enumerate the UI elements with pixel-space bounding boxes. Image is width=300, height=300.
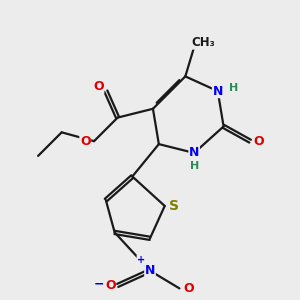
Text: N: N (145, 264, 155, 277)
Text: O: O (80, 135, 91, 148)
Text: O: O (183, 282, 194, 295)
Text: H: H (190, 161, 199, 171)
Text: O: O (254, 135, 264, 148)
Text: +: + (137, 255, 145, 266)
Text: N: N (189, 146, 200, 159)
Text: O: O (93, 80, 104, 93)
Text: H: H (229, 83, 239, 93)
Text: S: S (169, 199, 178, 213)
Text: O: O (105, 279, 116, 292)
Text: CH₃: CH₃ (191, 36, 215, 49)
Text: −: − (93, 278, 104, 290)
Text: N: N (212, 85, 223, 98)
